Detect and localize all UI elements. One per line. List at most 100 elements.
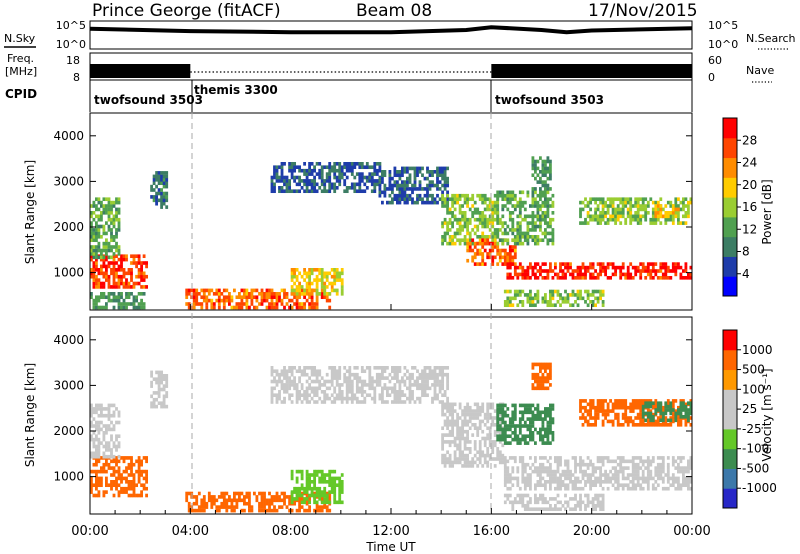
heat-cell: [95, 278, 98, 282]
heat-cell: [516, 500, 520, 505]
heat-cell: [323, 285, 327, 289]
heat-cell: [152, 174, 156, 179]
heat-cell: [671, 412, 675, 417]
heat-cell: [604, 214, 608, 219]
heat-cell: [132, 490, 136, 494]
heat-cell: [674, 466, 678, 470]
heat-cell: [115, 298, 118, 303]
heat-cell: [130, 493, 133, 498]
heat-cell: [541, 200, 545, 205]
heat-cell: [576, 293, 580, 297]
heat-cell: [523, 217, 527, 222]
heat-cell: [340, 396, 344, 401]
heat-cell: [518, 204, 522, 208]
heat-cell: [508, 217, 512, 222]
heat-cell: [225, 508, 229, 513]
heat-cell: [190, 288, 194, 293]
heat-cell: [215, 288, 219, 293]
heat-cell: [508, 211, 512, 215]
heat-cell: [508, 476, 512, 481]
heat-cell: [531, 434, 535, 439]
heat-cell: [140, 305, 144, 310]
heat-cell: [671, 221, 675, 225]
heat-cell: [423, 379, 427, 384]
heat-cell: [205, 505, 209, 509]
heat-cell: [621, 416, 625, 420]
heat-cell: [305, 186, 309, 190]
heat-cell: [591, 265, 595, 270]
heat-cell: [651, 456, 655, 460]
heat-cell: [303, 486, 307, 491]
heat-cell: [90, 407, 93, 411]
heat-cell: [506, 252, 510, 256]
heat-cell: [468, 197, 472, 202]
heat-cell: [503, 493, 507, 498]
heat-cell: [526, 500, 530, 505]
heat-cell: [584, 409, 587, 413]
heat-cell: [526, 407, 530, 411]
heat-cell: [398, 379, 402, 384]
heat-cell: [130, 278, 133, 282]
noise-left-tick-top: 10^5: [56, 19, 86, 32]
heat-cell: [486, 447, 490, 451]
heat-cell: [295, 497, 299, 501]
heat-cell: [308, 182, 312, 187]
heat-cell: [338, 271, 342, 276]
heat-cell: [373, 396, 377, 401]
heat-cell: [486, 207, 490, 212]
heat-cell: [503, 410, 507, 415]
heat-cell: [466, 200, 470, 205]
heat-cell: [689, 276, 693, 280]
heat-cell: [596, 289, 600, 294]
heat-cell: [348, 168, 352, 173]
heat-cell: [305, 189, 309, 194]
heat-cell: [571, 276, 575, 280]
heat-cell: [466, 419, 470, 424]
heat-cell: [308, 162, 312, 166]
heat-cell: [521, 200, 525, 205]
heat-cell: [403, 187, 407, 191]
heat-cell: [483, 235, 487, 239]
heat-cell: [466, 238, 470, 243]
heat-cell: [288, 369, 292, 374]
heat-cell: [471, 193, 475, 198]
heat-cell: [518, 197, 522, 202]
heat-cell: [666, 476, 670, 481]
heat-cell: [120, 268, 123, 272]
heat-cell: [513, 252, 517, 256]
heat-cell: [461, 453, 465, 458]
heat-cell: [634, 402, 638, 407]
heat-cell: [381, 372, 384, 377]
heat-cell: [308, 302, 312, 306]
heat-cell: [295, 390, 299, 394]
heat-cell: [378, 176, 382, 181]
heat-cell: [451, 416, 455, 420]
heat-cell: [378, 183, 382, 188]
heat-cell: [165, 174, 169, 179]
heat-cell: [115, 248, 118, 253]
heat-cell: [599, 507, 603, 512]
heat-cell: [654, 399, 658, 403]
heat-cell: [157, 394, 161, 399]
heat-cell: [157, 198, 161, 203]
heat-cell: [546, 303, 550, 308]
heat-cell: [398, 390, 402, 394]
heat-cell: [634, 416, 638, 420]
heat-cell: [581, 476, 585, 481]
heat-cell: [614, 416, 618, 420]
heat-cell: [278, 186, 281, 190]
heat-cell: [446, 450, 450, 455]
heat-cell: [205, 295, 209, 300]
heat-cell: [614, 272, 618, 277]
heat-cell: [250, 505, 254, 509]
heat-cell: [636, 476, 640, 481]
heat-cell: [576, 272, 580, 277]
heat-cell: [636, 480, 640, 484]
heat-cell: [534, 221, 537, 225]
heat-cell: [328, 186, 332, 190]
heat-cell: [335, 278, 339, 282]
heat-cell: [496, 211, 500, 215]
heat-cell: [682, 480, 685, 484]
heat-cell: [107, 424, 111, 428]
velocity-ylabel: Slant Range [km]: [23, 363, 37, 467]
